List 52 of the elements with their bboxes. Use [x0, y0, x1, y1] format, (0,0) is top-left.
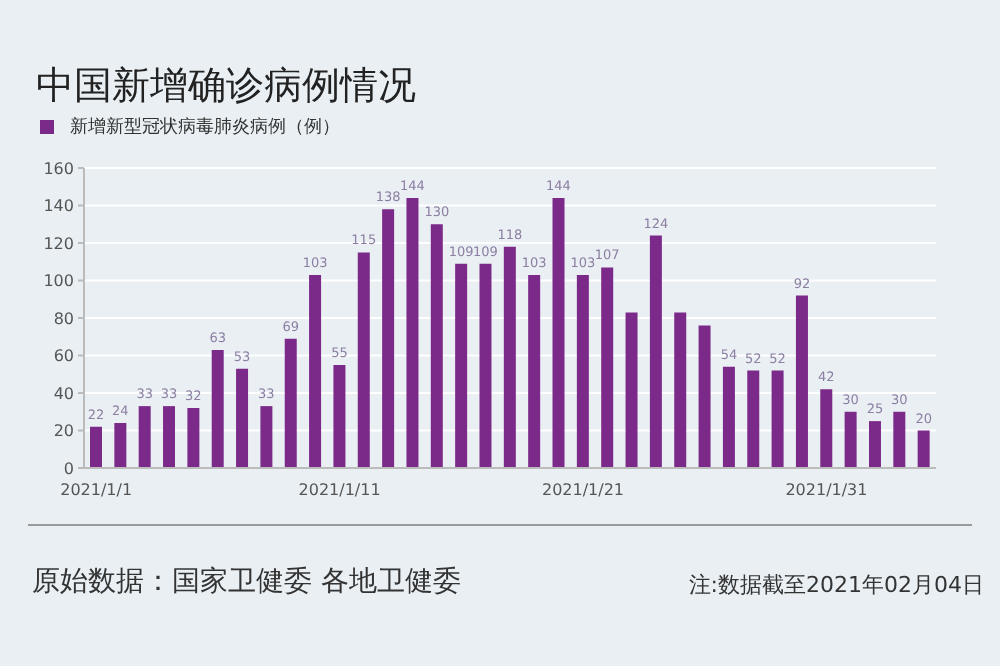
text: 注:数据截至2021年02月04日	[688, 570, 984, 600]
bar	[698, 325, 711, 468]
bar	[601, 267, 614, 468]
bar	[211, 349, 224, 468]
bar	[479, 263, 492, 468]
bar	[917, 430, 930, 468]
text: 原始数据：国家卫健委 各地卫健委	[32, 564, 461, 600]
bar	[309, 274, 322, 468]
bar	[576, 274, 589, 468]
bar	[187, 408, 200, 468]
bar	[163, 406, 176, 468]
bar	[90, 426, 102, 468]
bar	[868, 421, 881, 468]
y-tick-label: 120	[43, 234, 74, 253]
bar	[795, 295, 808, 468]
y-tick-label: 40	[53, 384, 74, 403]
bar	[284, 338, 297, 468]
bar	[138, 406, 151, 468]
bar	[674, 312, 687, 468]
bar	[625, 312, 638, 468]
y-tick-label: 0	[63, 459, 74, 478]
bar	[771, 370, 784, 468]
chart-title: 中国新增确诊病例情况	[36, 62, 416, 112]
bar	[114, 423, 127, 468]
x-tick-label: 2021/1/11	[298, 481, 381, 500]
bar	[430, 224, 443, 468]
bar	[552, 198, 565, 468]
bar	[455, 263, 468, 468]
bar	[820, 389, 833, 468]
bar	[747, 370, 760, 468]
bar	[844, 411, 857, 468]
bar	[333, 364, 346, 468]
x-tick-label: 2021/1/21	[542, 481, 625, 500]
bar	[893, 411, 906, 468]
bar	[357, 252, 370, 468]
y-tick-label: 60	[53, 347, 74, 366]
bar	[236, 368, 249, 468]
x-tick-label: 2021/1/1	[60, 481, 133, 500]
x-tick-label: 2021/1/31	[785, 481, 868, 500]
bar	[649, 235, 662, 468]
bar	[722, 366, 735, 468]
y-tick-label: 80	[53, 309, 74, 328]
bar	[260, 406, 273, 468]
bar	[503, 246, 516, 468]
bar	[528, 274, 541, 468]
y-tick-label: 20	[53, 422, 74, 441]
y-tick-label: 160	[43, 159, 74, 178]
legend-label: 新增新型冠状病毒肺炎病例（例）	[68, 115, 340, 140]
y-tick-label: 140	[43, 197, 74, 216]
bar	[406, 198, 419, 468]
bar	[382, 209, 395, 468]
y-tick-label: 100	[43, 272, 74, 291]
